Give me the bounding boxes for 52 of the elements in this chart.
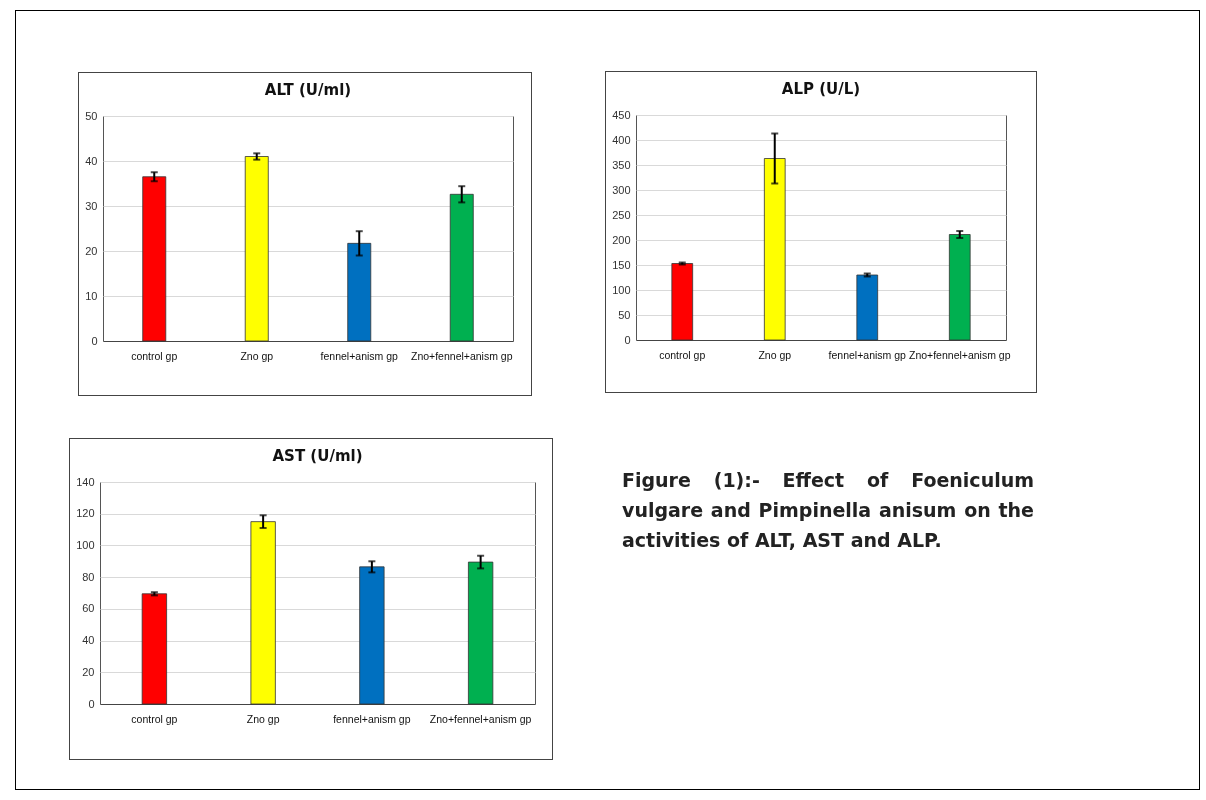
x-tick-label: control gp xyxy=(131,712,178,725)
bar xyxy=(347,242,372,342)
y-tick-label: 250 xyxy=(612,208,631,221)
bar xyxy=(671,263,694,341)
bar xyxy=(449,193,474,342)
bar xyxy=(948,234,971,341)
y-tick-label: 0 xyxy=(91,334,98,347)
x-tick-label: Zno+fennel+anism gp xyxy=(429,712,532,725)
y-tick-label: 50 xyxy=(618,308,631,321)
x-tick-label: control gp xyxy=(659,348,706,361)
y-tick-label: 400 xyxy=(612,133,631,146)
y-tick-label: 80 xyxy=(82,570,95,583)
y-tick-label: 300 xyxy=(612,183,631,196)
chart-title: ALT (U/ml) xyxy=(264,81,352,99)
x-tick-label: Zno gp xyxy=(240,349,274,362)
y-tick-label: 0 xyxy=(88,697,95,710)
y-tick-label: 40 xyxy=(82,634,95,647)
y-tick-label: 20 xyxy=(82,665,95,678)
y-tick-label: 0 xyxy=(624,333,631,346)
bar xyxy=(467,561,494,705)
x-tick-label: control gp xyxy=(131,349,178,362)
y-tick-label: 450 xyxy=(612,108,631,121)
bar xyxy=(856,274,879,341)
x-tick-label: Zno+fennel+anism gp xyxy=(908,348,1011,361)
y-tick-label: 60 xyxy=(82,602,95,615)
x-tick-label: Zno gp xyxy=(758,348,792,361)
chart-title: ALP (U/L) xyxy=(781,80,861,98)
x-tick-label: fennel+anism gp xyxy=(828,348,907,361)
y-tick-label: 50 xyxy=(85,109,98,122)
x-tick-label: fennel+anism gp xyxy=(333,712,411,725)
x-tick-label: Zno+fennel+anism gp xyxy=(410,349,513,362)
bar xyxy=(359,566,385,705)
y-tick-label: 140 xyxy=(76,475,95,488)
y-tick-label: 120 xyxy=(76,507,95,520)
bar xyxy=(763,158,786,341)
y-tick-label: 350 xyxy=(612,158,631,171)
y-tick-label: 150 xyxy=(612,258,631,271)
chart-title: AST (U/ml) xyxy=(272,447,363,465)
x-tick-label: Zno gp xyxy=(246,712,280,725)
x-tick-label: fennel+anism gp xyxy=(320,349,399,362)
bar xyxy=(141,593,168,705)
bar xyxy=(142,176,167,342)
text: Figure (1):- Effect of Foeniculum vulgare and Pimpinella anisum on the activities of ALT, AST and ALP. xyxy=(622,468,1034,553)
y-tick-label: 10 xyxy=(85,289,98,302)
y-tick-label: 40 xyxy=(85,154,98,167)
y-tick-label: 30 xyxy=(85,199,98,212)
y-tick-label: 20 xyxy=(85,244,98,257)
y-tick-label: 200 xyxy=(612,233,631,246)
bar xyxy=(250,521,276,705)
y-tick-label: 100 xyxy=(76,538,95,551)
bar xyxy=(244,156,269,342)
y-tick-label: 100 xyxy=(612,283,631,296)
